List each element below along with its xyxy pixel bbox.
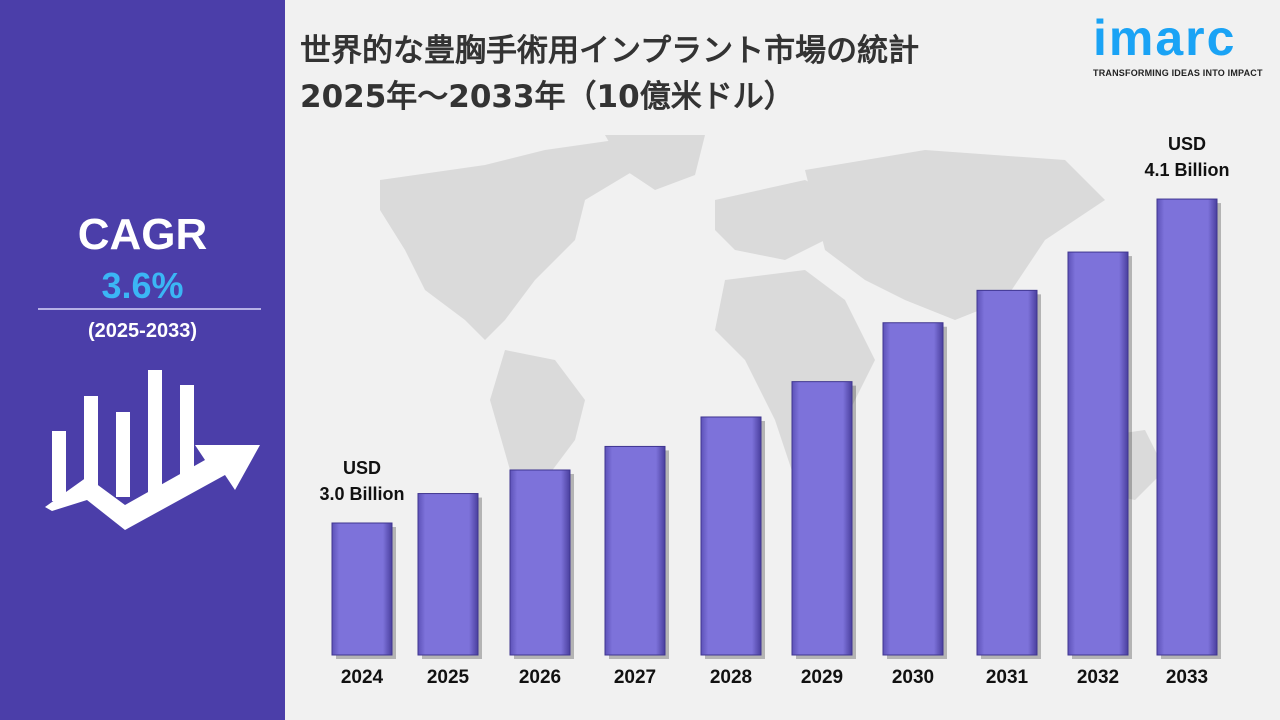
chart-title: 世界的な豊胸手術用インプラント市場の統計 2025年～2033年（10億米ドル） <box>300 28 919 120</box>
bar-2026 <box>509 469 571 656</box>
bar-chart: 2024 2025 2026 2027 2028 2029 2030 2031 2032 2033 <box>331 198 1221 688</box>
label-currency: USD <box>1167 134 1206 155</box>
x-tick-label: 2028 <box>710 667 752 688</box>
x-tick-label: 2030 <box>892 667 934 688</box>
x-tick-label: 2031 <box>986 667 1029 688</box>
chart-area: 世界的な豊胸手術用インプラント市場の統計 2025年～2033年（10億米ドル）… <box>285 0 1280 720</box>
x-tick-label: 2026 <box>519 667 561 688</box>
cagr-label: CAGR <box>77 210 208 259</box>
label-currency: USD <box>342 458 381 478</box>
title-line-2: 2025年～2033年（10億米ドル） <box>300 79 795 115</box>
x-tick-label: 2033 <box>1166 667 1208 688</box>
x-tick-label: 2032 <box>1077 667 1119 688</box>
x-tick-label: 2029 <box>801 667 843 688</box>
bar-2024 <box>331 522 393 656</box>
bar-2033 <box>1156 198 1218 656</box>
data-label-2033: USD 4.1 Billion <box>1107 131 1267 183</box>
logo-tagline: TRANSFORMING IDEAS INTO IMPACT <box>1093 68 1263 78</box>
growth-chart-icon <box>45 370 260 530</box>
cagr-period: (2025-2033) <box>88 320 197 342</box>
x-tick-label: 2027 <box>614 667 656 688</box>
cagr-value: 3.6% <box>101 265 184 306</box>
bar-2027 <box>604 445 666 656</box>
bar-2028 <box>700 416 762 656</box>
divider <box>38 308 261 310</box>
bar-2032 <box>1067 251 1129 656</box>
cagr-panel: CAGR 3.6% (2025-2033) <box>0 0 285 720</box>
imarc-logo: imarc TRANSFORMING IDEAS INTO IMPACT <box>1093 6 1268 78</box>
bar-2029 <box>791 381 853 656</box>
bar-2025 <box>417 493 479 656</box>
bar-2031 <box>976 289 1038 656</box>
title-line-1: 世界的な豊胸手術用インプラント市場の統計 <box>300 33 920 69</box>
bar-2030 <box>882 322 944 656</box>
label-value: 3.0 Billion <box>319 484 405 504</box>
x-tick-label: 2024 <box>341 667 384 688</box>
x-tick-label: 2025 <box>427 667 470 688</box>
label-value: 4.1 Billion <box>1144 160 1230 181</box>
logo-wordmark: imarc <box>1093 10 1237 66</box>
data-label-2024: USD 3.0 Billion <box>282 455 442 507</box>
